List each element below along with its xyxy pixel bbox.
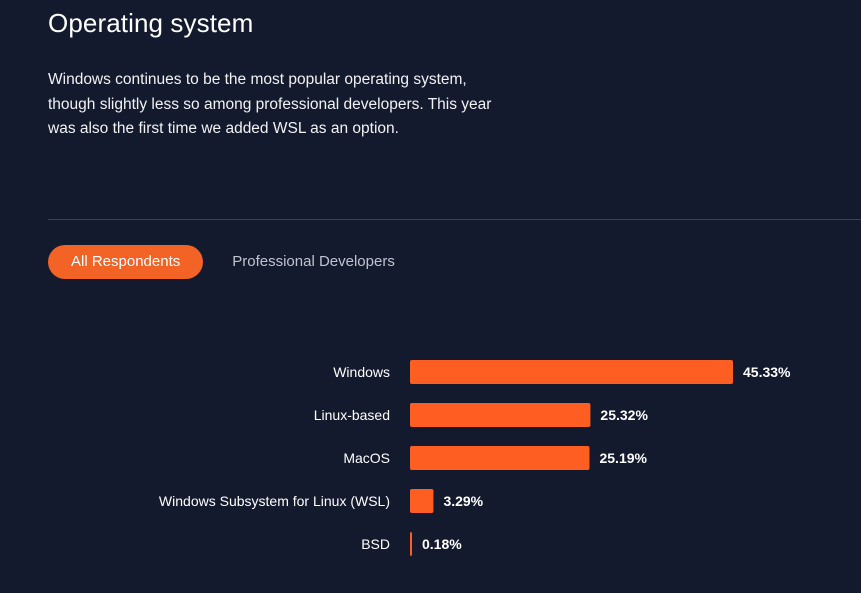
tab-all-respondents[interactable]: All Respondents [48,245,204,279]
page-title: Operating system [48,8,254,38]
value-label: 25.32% [600,407,648,423]
category-label: Linux-based [314,407,390,423]
tab-professional-developers[interactable]: Professional Developers [232,253,395,270]
bar [410,489,434,513]
bar [410,403,591,427]
bar [410,446,590,470]
category-label: BSD [361,536,390,552]
section-description: Windows continues to be the most popular… [48,71,492,137]
bar [410,360,733,384]
value-label: 25.19% [599,450,647,466]
section-divider [48,219,861,220]
respondent-tabs: All Respondents Professional Developers [48,245,418,279]
category-label: MacOS [343,450,390,466]
value-label: 3.29% [443,493,483,509]
category-label: Windows Subsystem for Linux (WSL) [159,493,390,509]
value-label: 0.18% [422,536,462,552]
bar [410,532,412,556]
value-label: 45.33% [743,364,791,380]
category-label: Windows [333,364,390,380]
